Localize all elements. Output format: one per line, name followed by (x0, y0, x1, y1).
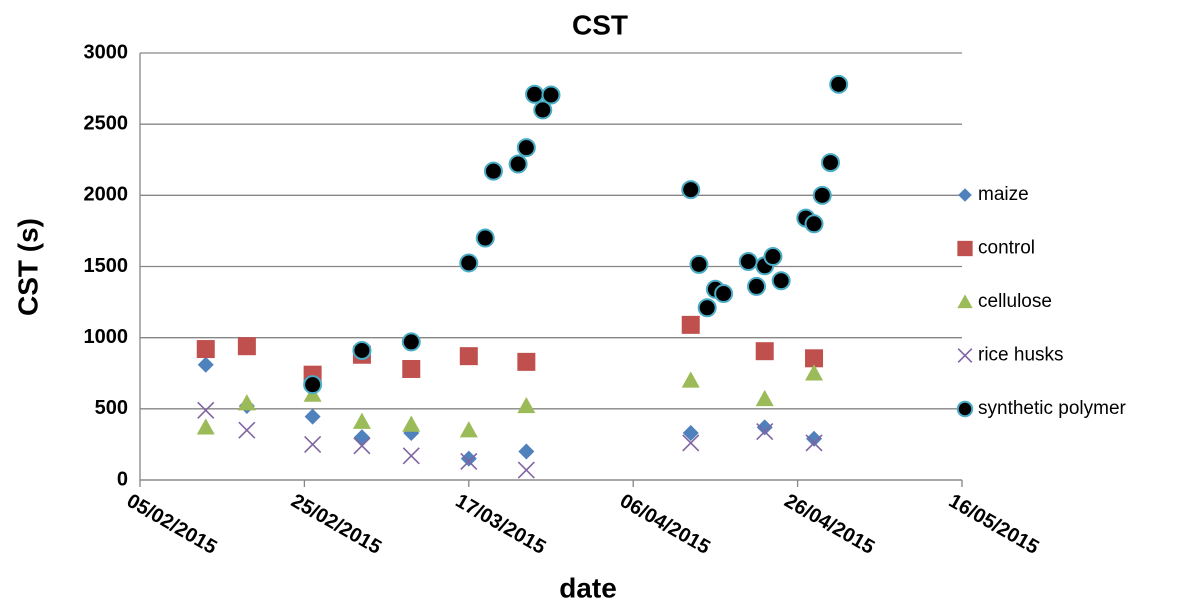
point (681, 371, 700, 388)
y-tick-label: 3000 (84, 41, 129, 63)
point (402, 447, 420, 465)
x-tick-label: 25/02/2015 (287, 490, 385, 559)
point (237, 337, 256, 356)
chart-title: CST (572, 9, 628, 40)
point (682, 434, 700, 452)
point (516, 138, 536, 158)
legend-label: maize (978, 184, 1029, 205)
point (402, 415, 421, 432)
point (771, 271, 791, 291)
point (806, 430, 823, 447)
point (541, 85, 561, 105)
y-tick-label: 2500 (84, 112, 129, 134)
point (196, 340, 215, 359)
point (508, 154, 528, 174)
point (829, 74, 849, 94)
point (304, 435, 322, 453)
point (517, 461, 535, 479)
point (697, 298, 717, 318)
point (805, 349, 824, 368)
point (401, 332, 421, 352)
point (460, 450, 477, 467)
point (689, 254, 709, 274)
legend-marker (957, 294, 973, 309)
point (714, 284, 734, 304)
point (756, 419, 773, 436)
point (682, 425, 699, 442)
point (459, 421, 478, 438)
point (755, 389, 774, 407)
point (197, 356, 214, 373)
point (681, 315, 700, 334)
legend-label: synthetic polymer (978, 398, 1127, 419)
y-tick-label: 500 (95, 397, 128, 419)
legend-label: control (978, 238, 1035, 259)
point (459, 347, 478, 366)
x-tick-label: 16/05/2015 (945, 490, 1043, 559)
point (238, 421, 256, 439)
point (353, 437, 371, 455)
point (518, 443, 535, 460)
point (460, 452, 478, 471)
point (820, 153, 840, 173)
point (525, 84, 545, 104)
point (763, 247, 783, 267)
point (352, 340, 372, 360)
point (738, 252, 758, 272)
legend-marker (956, 400, 974, 418)
legend-marker (958, 188, 972, 202)
point (805, 364, 824, 381)
point (459, 253, 479, 273)
x-tick-label: 06/04/2015 (616, 490, 714, 559)
point (517, 396, 536, 414)
point (533, 100, 553, 120)
point (402, 359, 421, 378)
point (475, 228, 495, 248)
point (755, 342, 774, 361)
point (353, 429, 370, 446)
x-tick-label: 05/02/2015 (123, 490, 221, 559)
point (304, 408, 321, 425)
point (196, 418, 215, 435)
y-tick-label: 1500 (84, 255, 129, 277)
point (747, 276, 766, 296)
legend-label: rice husks (978, 345, 1064, 366)
point (756, 423, 774, 441)
y-tick-label: 1000 (84, 326, 129, 348)
point (483, 161, 503, 181)
point (805, 434, 823, 452)
point (681, 180, 701, 200)
point (812, 185, 832, 205)
y-axis-title: CST (s) (12, 218, 43, 316)
x-axis-title: date (559, 572, 617, 603)
point (352, 412, 371, 429)
x-tick-label: 26/04/2015 (780, 490, 878, 559)
legend-label: cellulose (978, 291, 1052, 312)
point (303, 375, 323, 395)
y-tick-label: 2000 (84, 184, 129, 206)
x-tick-label: 17/03/2015 (452, 490, 550, 559)
point (804, 214, 824, 234)
point (197, 401, 215, 419)
legend-marker (957, 348, 973, 363)
point (517, 352, 536, 371)
y-tick-label: 0 (117, 468, 128, 490)
legend-marker (957, 240, 973, 257)
point (237, 394, 256, 411)
